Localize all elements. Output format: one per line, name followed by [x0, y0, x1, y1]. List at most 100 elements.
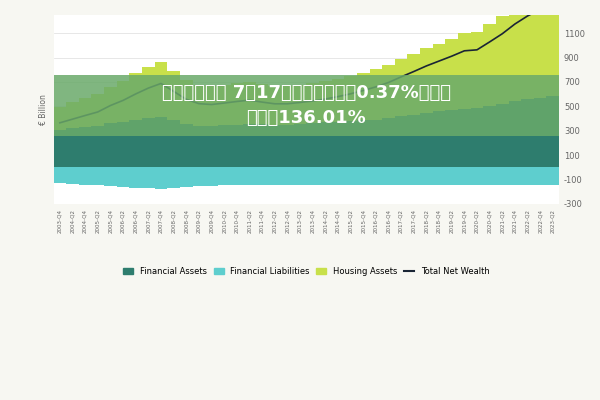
- Bar: [281, 125, 294, 167]
- Bar: [243, 124, 256, 167]
- Bar: [130, 167, 142, 188]
- Bar: [458, 108, 470, 167]
- Legend: Financial Assets, Financial Liabilities, Housing Assets, Total Net Wealth: Financial Assets, Financial Liabilities,…: [120, 263, 493, 279]
- Bar: [66, 128, 79, 167]
- Bar: [180, 80, 193, 124]
- Bar: [407, 115, 420, 167]
- Bar: [470, 32, 484, 108]
- Bar: [142, 118, 155, 167]
- Bar: [205, 167, 218, 186]
- Text: 股票配资平台 7月17日健友转债上涨0.37%，转股
溢价率136.01%: 股票配资平台 7月17日健友转债上涨0.37%，转股 溢价率136.01%: [162, 84, 451, 127]
- Bar: [104, 87, 117, 123]
- Bar: [243, 82, 256, 124]
- Bar: [445, 39, 458, 110]
- Bar: [281, 167, 294, 185]
- Bar: [534, 98, 547, 167]
- Bar: [420, 167, 433, 185]
- Bar: [281, 86, 294, 125]
- Bar: [407, 54, 420, 115]
- Bar: [370, 69, 382, 120]
- Bar: [307, 123, 319, 167]
- Bar: [521, 99, 534, 167]
- Bar: [420, 113, 433, 167]
- Bar: [218, 85, 230, 125]
- Bar: [155, 62, 167, 117]
- Bar: [458, 33, 470, 108]
- Bar: [470, 108, 484, 167]
- Bar: [294, 124, 307, 167]
- Bar: [382, 167, 395, 185]
- Bar: [294, 167, 307, 185]
- Bar: [79, 127, 91, 167]
- Bar: [420, 48, 433, 113]
- Bar: [332, 79, 344, 122]
- Bar: [332, 122, 344, 167]
- Bar: [91, 126, 104, 167]
- Bar: [53, 76, 559, 136]
- Bar: [357, 167, 370, 185]
- Bar: [230, 84, 243, 125]
- Bar: [104, 167, 117, 186]
- Bar: [117, 81, 130, 122]
- Y-axis label: € Billion: € Billion: [39, 94, 48, 125]
- Bar: [344, 121, 357, 167]
- Bar: [218, 167, 230, 186]
- Bar: [319, 81, 332, 122]
- Bar: [243, 167, 256, 186]
- Bar: [66, 102, 79, 128]
- Bar: [484, 24, 496, 106]
- Bar: [142, 67, 155, 118]
- Bar: [319, 167, 332, 185]
- Bar: [496, 16, 509, 104]
- Bar: [91, 94, 104, 126]
- Bar: [180, 124, 193, 167]
- Bar: [395, 167, 407, 185]
- Bar: [205, 126, 218, 167]
- Bar: [395, 116, 407, 167]
- Bar: [167, 120, 180, 167]
- Bar: [395, 59, 407, 116]
- Bar: [91, 167, 104, 185]
- Bar: [256, 124, 268, 167]
- Bar: [155, 167, 167, 188]
- Bar: [344, 76, 357, 121]
- Bar: [79, 98, 91, 127]
- Bar: [167, 167, 180, 188]
- Bar: [370, 167, 382, 185]
- Bar: [268, 167, 281, 185]
- Bar: [509, 101, 521, 167]
- Bar: [547, 0, 559, 96]
- Bar: [268, 125, 281, 167]
- Bar: [484, 167, 496, 185]
- Bar: [130, 74, 142, 120]
- Bar: [445, 110, 458, 167]
- Bar: [294, 85, 307, 124]
- Bar: [496, 104, 509, 167]
- Bar: [509, 167, 521, 185]
- Bar: [357, 73, 370, 120]
- Bar: [332, 167, 344, 185]
- Bar: [357, 120, 370, 167]
- Bar: [66, 167, 79, 184]
- Bar: [117, 167, 130, 187]
- Bar: [268, 86, 281, 125]
- Bar: [256, 84, 268, 124]
- Bar: [230, 125, 243, 167]
- Bar: [521, 0, 534, 99]
- Bar: [218, 125, 230, 167]
- Bar: [79, 167, 91, 185]
- Bar: [370, 120, 382, 167]
- Bar: [307, 83, 319, 123]
- Bar: [167, 71, 180, 120]
- Bar: [382, 65, 395, 118]
- Bar: [256, 167, 268, 186]
- Bar: [445, 167, 458, 185]
- Bar: [319, 122, 332, 167]
- Bar: [230, 167, 243, 185]
- Bar: [521, 167, 534, 185]
- Bar: [458, 167, 470, 185]
- Bar: [307, 167, 319, 185]
- Bar: [382, 118, 395, 167]
- Bar: [433, 44, 445, 112]
- Bar: [130, 120, 142, 167]
